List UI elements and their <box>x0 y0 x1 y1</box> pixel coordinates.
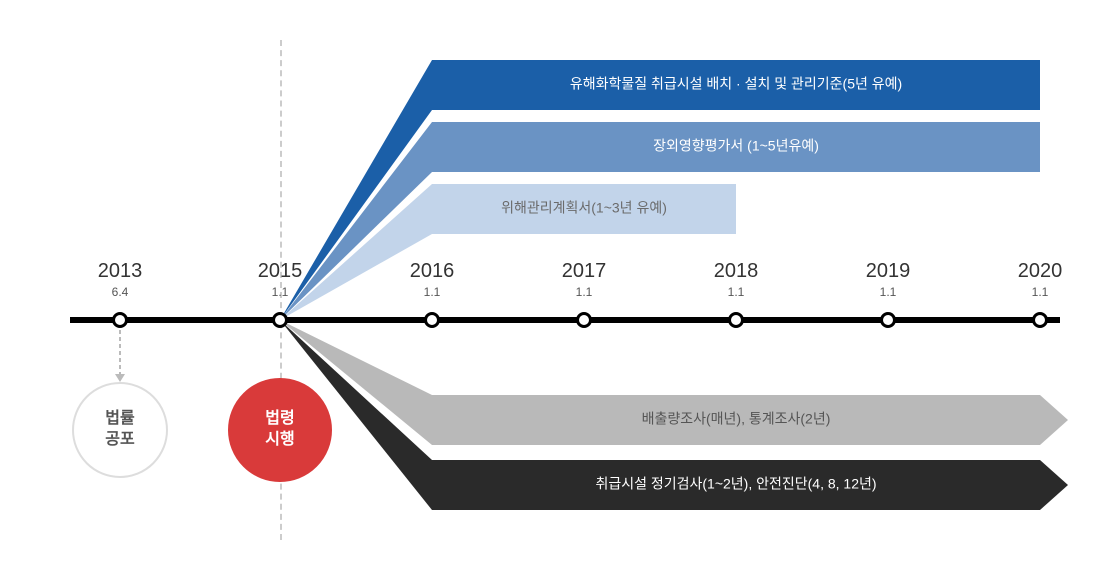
axis-tick-year: 2016 <box>410 260 455 283</box>
axis-tick <box>576 312 592 328</box>
axis-tick <box>272 312 288 328</box>
axis-tick-sub: 1.1 <box>1018 285 1063 299</box>
law-enforce-label-1: 법령 <box>265 409 294 430</box>
axis-tick <box>424 312 440 328</box>
axis-tick-year: 2020 <box>1018 260 1063 283</box>
axis-tick-year: 2015 <box>258 260 303 283</box>
law-proclaim-label-1: 법률 <box>105 409 134 430</box>
law-enforce-node: 법령 시행 <box>228 378 332 482</box>
axis-tick <box>728 312 744 328</box>
svg-text:취급시설 정기검사(1~2년), 안전진단(4, 8, 12: 취급시설 정기검사(1~2년), 안전진단(4, 8, 12년) <box>595 476 876 492</box>
axis-tick-year: 2018 <box>714 260 759 283</box>
axis-tick-year: 2017 <box>562 260 607 283</box>
axis-tick-sub: 1.1 <box>562 285 607 299</box>
axis-tick-sub: 1.1 <box>866 285 911 299</box>
axis-tick-label: 2018 1.1 <box>714 260 759 299</box>
axis-tick <box>880 312 896 328</box>
axis-tick-label: 2013 6.4 <box>98 260 143 299</box>
timeline-axis <box>70 317 1060 323</box>
law-enforce-label-2: 시행 <box>265 430 294 451</box>
svg-text:장외영향평가서 (1~5년유예): 장외영향평가서 (1~5년유예) <box>653 138 819 154</box>
axis-tick-label: 2015 1.1 <box>258 260 303 299</box>
axis-tick-sub: 6.4 <box>98 285 143 299</box>
axis-tick-label: 2016 1.1 <box>410 260 455 299</box>
axis-tick <box>1032 312 1048 328</box>
axis-tick-sub: 1.1 <box>410 285 455 299</box>
axis-tick <box>112 312 128 328</box>
axis-tick-sub: 1.1 <box>258 285 303 299</box>
axis-tick-year: 2013 <box>98 260 143 283</box>
axis-tick-year: 2019 <box>866 260 911 283</box>
svg-text:배출량조사(매년), 통계조사(2년): 배출량조사(매년), 통계조사(2년) <box>642 411 831 427</box>
axis-tick-label: 2017 1.1 <box>562 260 607 299</box>
bands-svg: 유해화학물질 취급시설 배치 · 설치 및 관리기준(5년 유예) 장외영향평가서… <box>0 0 1100 581</box>
law-proclaim-label-2: 공포 <box>105 430 134 451</box>
svg-text:유해화학물질 취급시설 배치 · 설치 및 관리기준(5년: 유해화학물질 취급시설 배치 · 설치 및 관리기준(5년 유예) <box>570 76 902 92</box>
axis-tick-sub: 1.1 <box>714 285 759 299</box>
timeline-diagram: 유해화학물질 취급시설 배치 · 설치 및 관리기준(5년 유예) 장외영향평가서… <box>0 0 1100 581</box>
law-proclaim-node: 법률 공포 <box>72 382 168 478</box>
axis-tick-label: 2019 1.1 <box>866 260 911 299</box>
axis-tick-label: 2020 1.1 <box>1018 260 1063 299</box>
svg-text:위해관리계획서(1~3년 유예): 위해관리계획서(1~3년 유예) <box>501 200 667 216</box>
